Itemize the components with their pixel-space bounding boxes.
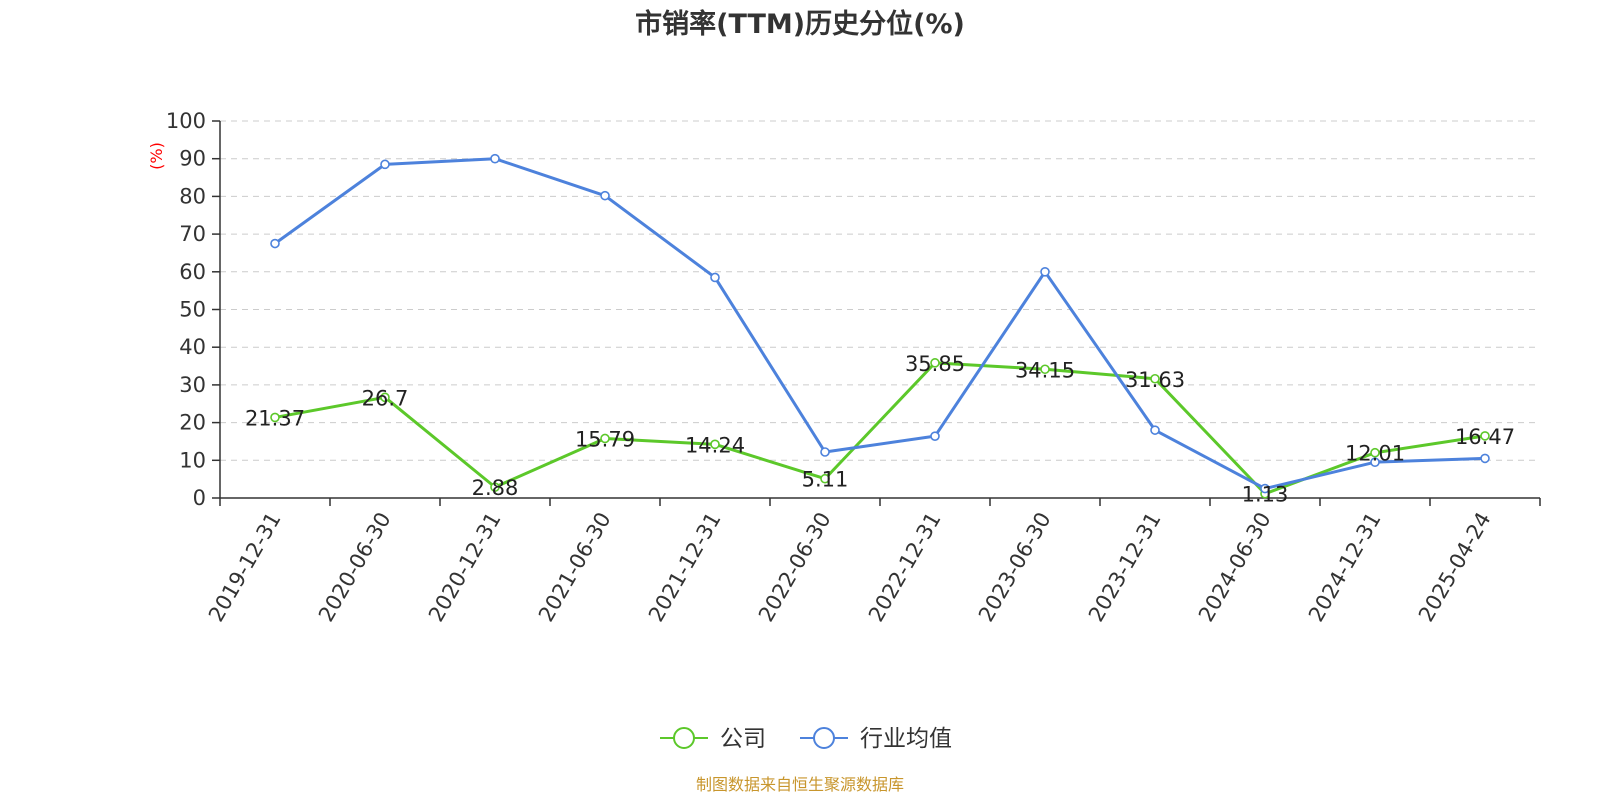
series-1-point-11[interactable] <box>1480 453 1490 464</box>
series-1-point-8[interactable] <box>1150 425 1160 435</box>
x-tick-label-2023-06-30: 2023-06-30 <box>974 508 1056 626</box>
grid-lines <box>220 120 1540 461</box>
series-0-point-10[interactable] <box>1370 447 1380 458</box>
y-tick-label-90: 90 <box>179 147 206 171</box>
series-0-point-6[interactable] <box>930 358 940 368</box>
legend-marker-0 <box>673 727 695 749</box>
series-0-point-8[interactable] <box>1150 373 1160 384</box>
series-line-0 <box>274 361 1486 496</box>
legend-item-1[interactable]: 行业均值 <box>800 726 952 752</box>
x-tick-label-2021-12-31: 2021-12-31 <box>644 508 726 626</box>
x-tick-label-2022-12-31: 2022-12-31 <box>864 508 946 626</box>
y-tick-label-100: 100 <box>166 109 206 133</box>
y-axis-label: (%) <box>147 142 166 170</box>
data-label-0-8: 31.63 <box>1125 368 1185 392</box>
data-label-0-4: 14.24 <box>685 433 745 457</box>
data-label-0-0: 21.37 <box>245 406 305 430</box>
series-1-point-10[interactable] <box>1370 457 1380 467</box>
series-1-point-4[interactable] <box>710 272 720 283</box>
series-0-point-3[interactable] <box>600 433 610 444</box>
source-note: 制图数据来自恒生聚源数据库 <box>696 775 904 794</box>
series-line-1 <box>274 157 1486 491</box>
y-tick-label-20: 20 <box>179 411 206 435</box>
series-1-point-5[interactable] <box>820 447 830 457</box>
series-1-point-3[interactable] <box>600 190 610 201</box>
y-tick-label-40: 40 <box>179 335 206 359</box>
series-0-point-0[interactable] <box>270 412 280 423</box>
x-tick-label-2019-12-31: 2019-12-31 <box>204 508 286 626</box>
data-label-0-7: 34.15 <box>1015 358 1075 382</box>
series-1-point-9[interactable] <box>1260 483 1270 494</box>
y-tick-label-0: 0 <box>193 486 206 510</box>
x-tick-label-2020-12-31: 2020-12-31 <box>424 508 506 626</box>
x-tick-label-2025-04-24: 2025-04-24 <box>1414 508 1496 626</box>
legend-item-0[interactable]: 公司 <box>660 726 766 752</box>
x-tick-label-2020-06-30: 2020-06-30 <box>314 508 396 626</box>
x-tick-label-2024-06-30: 2024-06-30 <box>1194 508 1276 626</box>
series-1-point-1[interactable] <box>380 159 390 170</box>
series-1-point-6[interactable] <box>930 431 940 441</box>
data-label-0-3: 15.79 <box>575 427 635 451</box>
data-label-0-6: 35.85 <box>905 352 965 376</box>
series-0-point-11[interactable] <box>1480 431 1490 441</box>
series-0-point-4[interactable] <box>710 439 720 450</box>
y-tick-label-60: 60 <box>179 260 206 284</box>
x-tick-label-2023-12-31: 2023-12-31 <box>1084 508 1166 626</box>
x-tick-label-2021-06-30: 2021-06-30 <box>534 508 616 626</box>
chart-title: 市销率(TTM)历史分位(%) <box>635 8 965 40</box>
series-0-point-1[interactable] <box>380 392 390 403</box>
series-1-point-7[interactable] <box>1040 266 1050 277</box>
legend-marker-1 <box>813 727 835 749</box>
y-tick-label-70: 70 <box>179 222 206 246</box>
data-labels: 21.37 26.7 2.88 15.79 14.24 5.11 35.85 34.15 31.… <box>245 352 1515 507</box>
x-tick-label-2024-12-31: 2024-12-31 <box>1304 508 1386 626</box>
data-label-0-9: 1.13 <box>1242 483 1289 507</box>
series-0-point-7[interactable] <box>1040 364 1050 375</box>
data-label-0-10: 12.01 <box>1345 442 1405 466</box>
series-0-point-2[interactable] <box>490 482 500 492</box>
y-tick-label-50: 50 <box>179 298 206 322</box>
data-label-0-1: 26.7 <box>362 386 409 410</box>
data-label-0-11: 16.47 <box>1455 425 1515 449</box>
legend-label-1: 行业均值 <box>860 726 952 752</box>
data-label-0-2: 2.88 <box>472 476 519 500</box>
y-tick-label-30: 30 <box>179 373 206 397</box>
series-1-point-2[interactable] <box>490 153 500 164</box>
legend[interactable]: 公司 行业均值 <box>660 726 952 752</box>
legend-label-0: 公司 <box>720 726 766 752</box>
y-tick-label-10: 10 <box>179 448 206 472</box>
series-group <box>270 153 1490 499</box>
series-0-point-5[interactable] <box>820 473 830 484</box>
axes: 0 10 20 30 40 50 60 70 80 90 100 2019-12-31 2020-06-… <box>166 109 1541 626</box>
x-tick-label-2022-06-30: 2022-06-30 <box>754 508 836 626</box>
data-label-0-5: 5.11 <box>802 468 849 492</box>
y-tick-label-80: 80 <box>179 184 206 208</box>
series-1-point-0[interactable] <box>270 238 280 249</box>
